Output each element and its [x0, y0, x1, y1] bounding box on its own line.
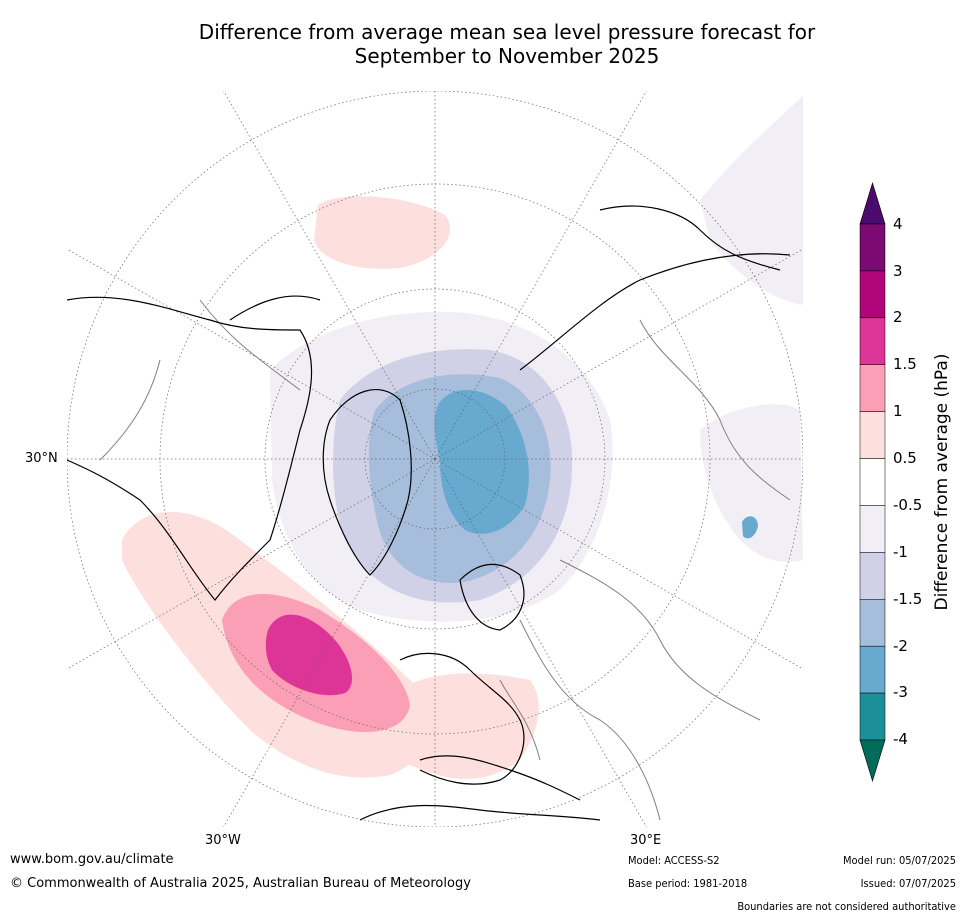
map-frame	[67, 91, 803, 827]
coast-scandinavia	[459, 563, 525, 631]
colorbar-tick: 2	[893, 308, 903, 326]
colorbar-tick: 0.5	[893, 449, 917, 467]
colorbar-tick: 1.5	[893, 355, 917, 373]
colorbar-bin	[859, 552, 886, 600]
footer-model-run: Model run: 05/07/2025	[843, 854, 956, 867]
coastlines	[67, 205, 791, 821]
longitude-label-30w: 30°W	[205, 833, 241, 848]
footer-copyright: © Commonwealth of Australia 2025, Austra…	[10, 876, 471, 891]
anomaly-area-negative-2-arctic	[434, 390, 529, 534]
footer-base-period: Base period: 1981-2018	[628, 877, 748, 890]
coast-siberia	[519, 253, 791, 371]
footer-issued: Issued: 07/07/2025	[860, 877, 956, 890]
colorbar-tick: 1	[893, 402, 903, 420]
anomaly-area-negative-0p5-central-asia	[700, 404, 803, 562]
footer-url: www.bom.gov.au/climate	[10, 852, 174, 867]
anomaly-area-negative-0p5-asia	[700, 95, 803, 305]
colorbar-bin	[859, 458, 886, 506]
colorbar-tick: -3	[893, 683, 908, 701]
latitude-label-30n: 30°N	[25, 451, 58, 466]
colorbar	[859, 181, 886, 783]
footer-disclaimer: Boundaries are not considered authoritat…	[737, 900, 956, 913]
colorbar-bin	[859, 223, 886, 272]
anomaly-area-negative-2-asia	[742, 516, 758, 539]
colorbar-bin	[859, 599, 886, 647]
colorbar-bin	[859, 692, 886, 741]
coast-europe	[399, 652, 525, 785]
colorbar-tick: -2	[893, 637, 908, 655]
colorbar-bin	[859, 411, 886, 459]
colorbar-bin	[859, 317, 886, 365]
title-line-2: September to November 2025	[354, 44, 660, 68]
anomaly-area-positive-pacific	[314, 196, 450, 269]
map-title: Difference from average mean sea level p…	[0, 20, 965, 68]
colorbar-tick: -1	[893, 543, 908, 561]
graticule	[67, 91, 803, 827]
anomaly-area-positive-2	[265, 614, 353, 696]
title-line-1: Difference from average mean sea level p…	[198, 20, 816, 44]
colorbar-tick: -1.5	[893, 590, 923, 608]
country-borders	[99, 299, 791, 821]
colorbar-over-arrow	[859, 181, 886, 225]
coast-kamchatka	[599, 205, 781, 271]
coast-alaska	[229, 295, 321, 321]
footer-model: Model: ACCESS-S2	[628, 854, 720, 867]
colorbar-bin	[859, 364, 886, 412]
colorbar-tick: -0.5	[893, 496, 923, 514]
colorbar-under-arrow	[859, 739, 886, 783]
coast-north-america	[67, 296, 313, 601]
coast-greenland	[322, 389, 412, 576]
longitude-label-30e: 30°E	[630, 833, 662, 848]
coast-mediterranean	[419, 755, 581, 801]
colorbar-tick: -4	[893, 730, 908, 748]
colorbar-tick: 3	[893, 262, 903, 280]
colorbar-bin	[859, 505, 886, 553]
colorbar-bin	[859, 270, 886, 319]
colorbar-title-text: Difference from average (hPa)	[932, 353, 952, 611]
coast-north-africa	[359, 804, 601, 821]
colorbar-tick: 4	[893, 215, 903, 233]
colorbar-bin	[859, 645, 886, 694]
